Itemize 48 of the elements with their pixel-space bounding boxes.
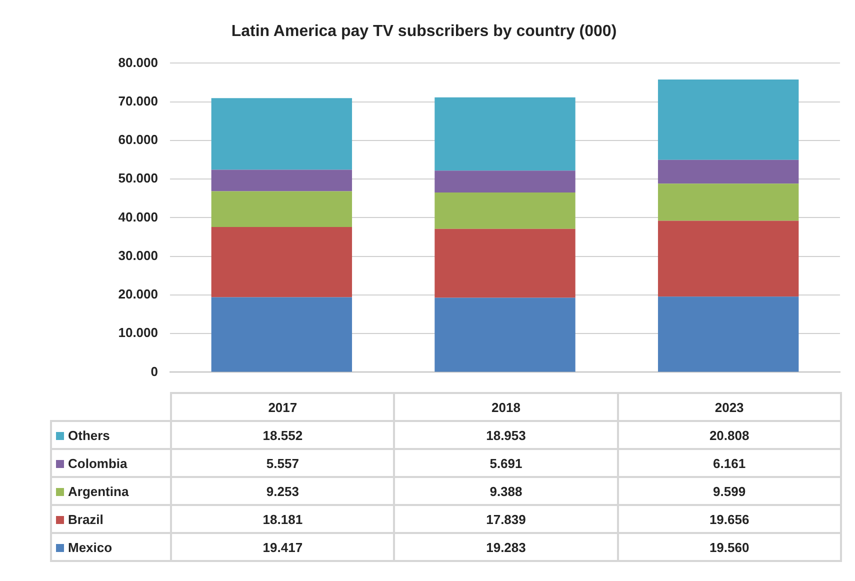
x-tick-label: 2023 [618, 393, 841, 421]
bar [658, 220, 799, 297]
bar [434, 170, 576, 193]
bar [434, 192, 576, 229]
x-tick-label: 2018 [394, 393, 618, 421]
chart-title: Latin America pay TV subscribers by country (000) [231, 23, 617, 40]
data-label: 20.808 [618, 421, 841, 449]
data-label: 18.181 [171, 505, 394, 533]
y-tick-label: 0 [150, 364, 158, 379]
data-label: 19.656 [618, 505, 841, 533]
x-tick-label: 2017 [171, 393, 394, 421]
legend-label: Brazil [68, 512, 104, 526]
bar [434, 298, 576, 372]
y-tick-label: 30.000 [118, 248, 158, 263]
data-label: 5.557 [171, 449, 394, 477]
bar [658, 79, 799, 160]
data-label: 6.161 [618, 449, 841, 477]
data-label: 9.599 [618, 477, 841, 505]
data-label: 18.953 [394, 421, 618, 449]
legend-label: Colombia [68, 456, 128, 470]
y-tick-label: 50.000 [118, 170, 158, 186]
y-tick-label: 40.000 [118, 209, 158, 224]
data-label: 19.283 [394, 533, 618, 561]
data-label: 5.691 [394, 449, 618, 477]
legend-label: Mexico [68, 540, 112, 554]
data-label: 18.552 [171, 421, 394, 449]
legend-label: Others [68, 428, 110, 442]
y-tick-label: 10.000 [118, 325, 158, 340]
bar [211, 226, 352, 298]
data-label: 17.839 [394, 505, 618, 533]
bar [211, 98, 352, 170]
legend-label: Argentina [68, 484, 129, 498]
bar [658, 160, 799, 184]
bar [211, 170, 352, 192]
data-label: 9.388 [394, 477, 618, 505]
data-label: 9.253 [171, 477, 394, 505]
bar [658, 184, 799, 221]
data-label: 19.560 [618, 533, 841, 561]
data-label: 19.417 [171, 533, 394, 561]
y-tick-label: 70.000 [118, 93, 158, 108]
y-tick-label: 60.000 [118, 132, 158, 148]
bar [658, 296, 799, 372]
y-tick-label: 20.000 [118, 286, 158, 302]
bar [434, 228, 576, 298]
bar [211, 297, 352, 372]
bar [211, 191, 352, 227]
y-tick-label: 80.000 [118, 54, 158, 70]
bar [434, 97, 576, 171]
